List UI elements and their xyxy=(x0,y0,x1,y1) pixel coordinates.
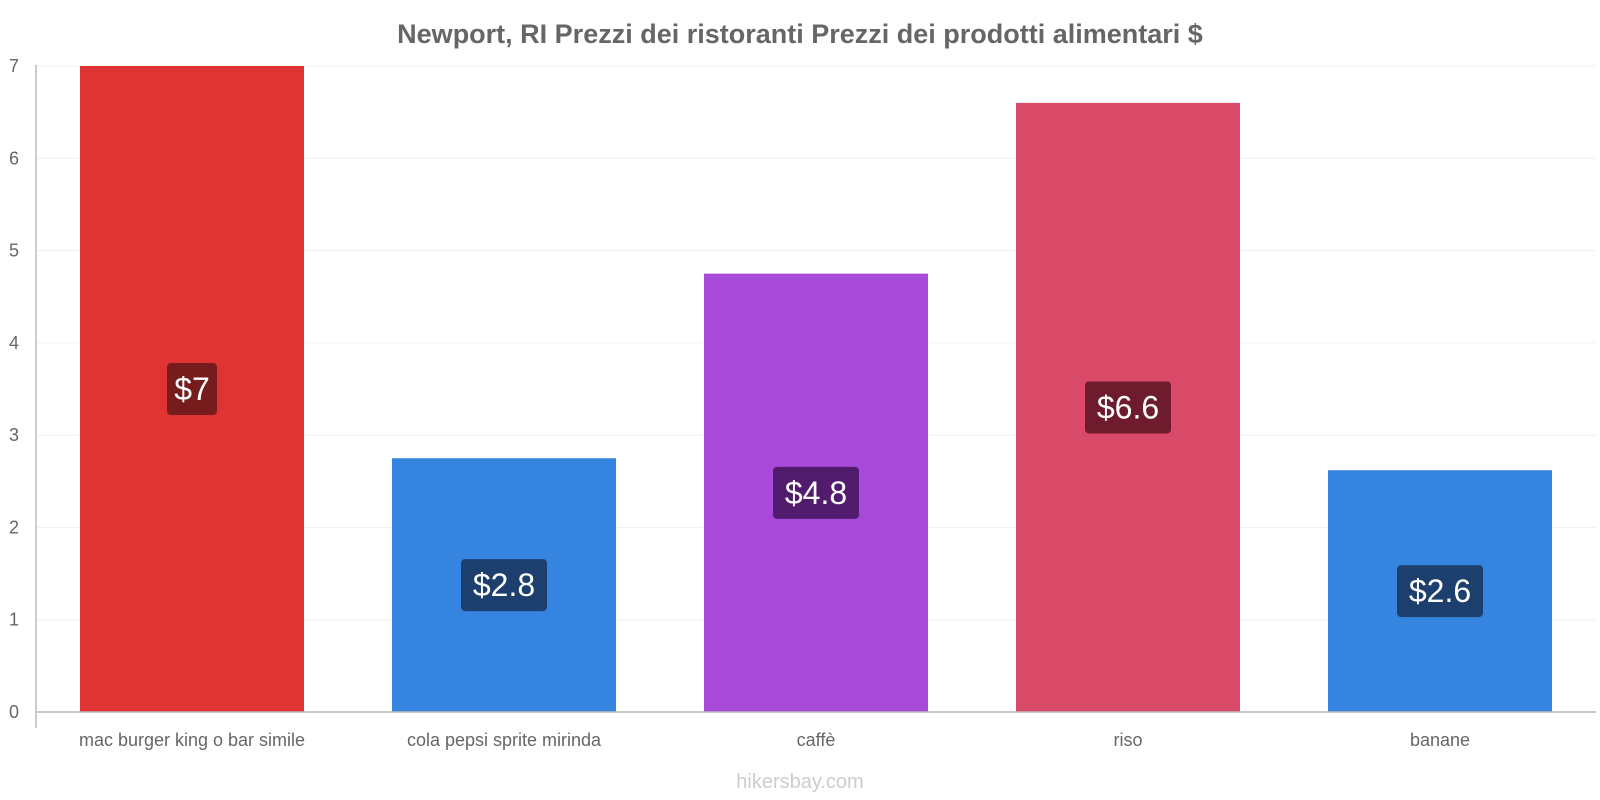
value-label: $2.6 xyxy=(1409,573,1471,609)
category-label: caffè xyxy=(797,730,836,750)
y-tick-labels: 0 1 2 3 4 5 6 7 xyxy=(9,56,19,722)
y-tick-label: 1 xyxy=(9,610,19,630)
category-label: riso xyxy=(1113,730,1142,750)
watermark: hikersbay.com xyxy=(736,771,863,793)
chart-title: Newport, RI Prezzi dei ristoranti Prezzi… xyxy=(397,19,1203,49)
category-labels: mac burger king o bar simile cola pepsi s… xyxy=(79,730,1470,750)
value-label: $4.8 xyxy=(785,475,847,511)
y-tick-label: 5 xyxy=(9,241,19,261)
axes xyxy=(35,65,1596,728)
value-label: $7 xyxy=(174,371,210,407)
value-label: $2.8 xyxy=(473,567,535,603)
category-label: banane xyxy=(1410,730,1470,750)
y-tick-label: 3 xyxy=(9,425,19,445)
y-tick-label: 6 xyxy=(9,148,19,168)
y-tick-label: 2 xyxy=(9,517,19,537)
category-label: cola pepsi sprite mirinda xyxy=(407,730,602,750)
y-tick-label: 0 xyxy=(9,702,19,722)
value-label-bg xyxy=(1085,381,1171,434)
value-label-bg xyxy=(773,466,859,519)
bars xyxy=(80,66,1552,712)
value-label-bg xyxy=(167,363,217,415)
value-label-bg xyxy=(1397,565,1483,618)
value-label: $6.6 xyxy=(1097,389,1159,425)
value-label-bg xyxy=(461,559,547,612)
y-tick-label: 4 xyxy=(9,333,19,353)
category-label: mac burger king o bar simile xyxy=(79,730,305,750)
y-tick-label: 7 xyxy=(9,56,19,76)
value-labels: $7 $2.8 $4.8 $6.6 $2.6 xyxy=(167,363,1483,618)
